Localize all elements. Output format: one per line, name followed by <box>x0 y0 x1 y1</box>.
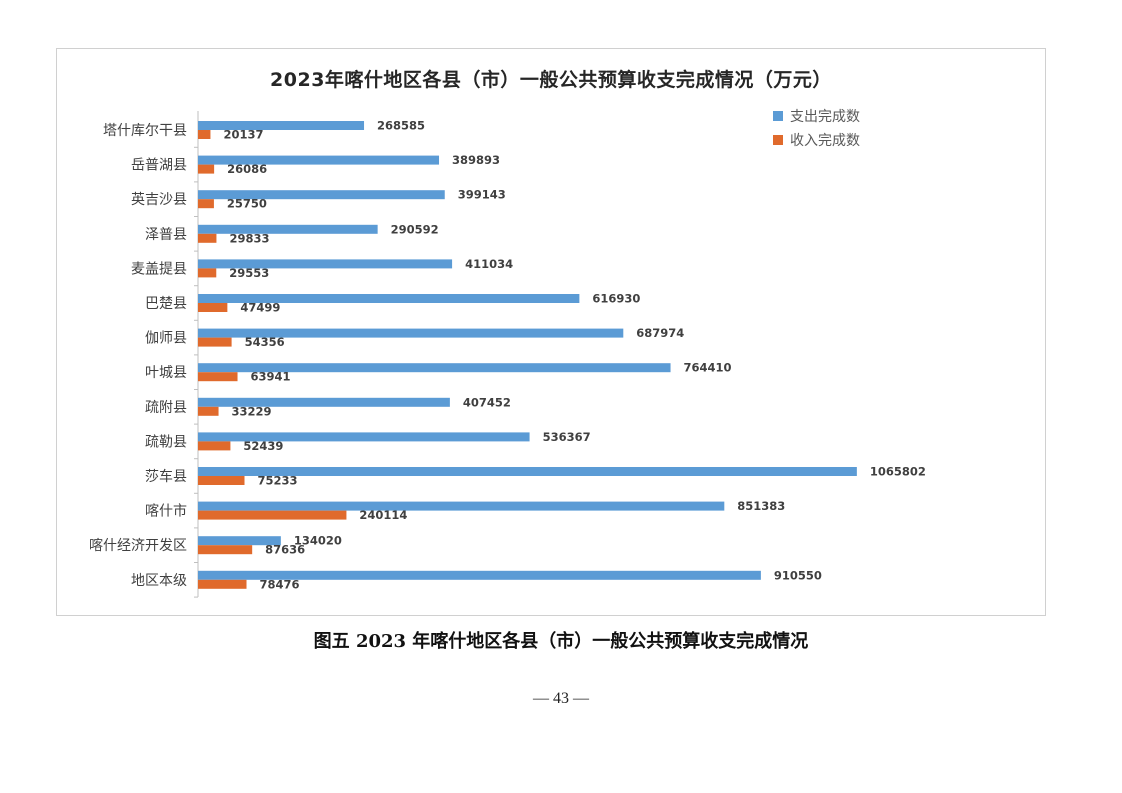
chart-title: 2023年喀什地区各县（市）一般公共预算收支完成情况（万元） <box>270 69 832 91</box>
bar-revenue <box>198 579 247 589</box>
bar-revenue <box>198 199 214 209</box>
data-label-expenditure: 764410 <box>684 361 732 375</box>
data-label-revenue: 29553 <box>229 266 269 280</box>
data-label-expenditure: 910550 <box>774 568 822 582</box>
data-label-revenue: 52439 <box>243 439 283 453</box>
bar-expenditure <box>198 224 378 234</box>
bar-revenue <box>198 130 211 139</box>
data-label-expenditure: 687974 <box>636 326 684 340</box>
data-label-revenue: 25750 <box>227 197 267 211</box>
data-label-revenue: 26086 <box>227 162 267 176</box>
data-label-expenditure: 411034 <box>465 257 513 271</box>
data-label-revenue: 54356 <box>245 335 285 349</box>
data-label-revenue: 240114 <box>359 508 407 522</box>
legend-label: 收入完成数 <box>790 133 860 149</box>
bar-revenue <box>198 510 347 520</box>
bar-expenditure <box>198 501 725 511</box>
bar-revenue <box>198 303 228 312</box>
legend-swatch <box>773 135 783 145</box>
bar-expenditure <box>198 190 445 200</box>
legend-swatch <box>773 111 783 121</box>
bar-revenue <box>198 545 253 555</box>
bar-revenue <box>198 164 215 174</box>
category-label: 岳普湖县 <box>131 158 187 174</box>
data-label-expenditure: 399143 <box>458 188 506 202</box>
bar-chart: 塔什库尔干县 268585 20137 岳普湖县 389893 26086 英吉沙县 3991… <box>89 109 926 598</box>
category-label: 地区本级 <box>131 573 187 589</box>
data-label-expenditure: 851383 <box>737 499 785 513</box>
data-label-revenue: 87636 <box>265 543 305 557</box>
figure-caption: 图五 2023 年喀什地区各县（市）一般公共预算收支完成情况 <box>313 631 809 652</box>
category-label: 麦盖提县 <box>131 261 187 277</box>
bar-revenue <box>198 372 238 382</box>
page-number: — 43 — <box>533 690 589 707</box>
bar-revenue <box>198 476 245 485</box>
data-label-expenditure: 290592 <box>391 222 439 236</box>
legend-label: 支出完成数 <box>790 109 860 125</box>
bar-expenditure <box>198 294 580 303</box>
category-label: 喀什市 <box>145 503 187 520</box>
category-label: 莎车县 <box>145 468 187 485</box>
data-label-expenditure: 134020 <box>294 534 342 548</box>
bar-expenditure <box>198 397 450 407</box>
category-label: 巴楚县 <box>145 296 187 312</box>
data-label-revenue: 29833 <box>229 231 269 245</box>
data-label-expenditure: 616930 <box>592 292 640 306</box>
data-label-revenue: 33229 <box>232 404 272 418</box>
data-label-revenue: 20137 <box>223 128 263 142</box>
bar-revenue <box>198 233 217 243</box>
category-label: 英吉沙县 <box>131 191 187 208</box>
data-label-revenue: 75233 <box>258 474 298 488</box>
data-label-expenditure: 536367 <box>543 430 591 444</box>
data-label-expenditure: 407452 <box>463 395 511 409</box>
data-label-revenue: 63941 <box>251 370 291 384</box>
bar-revenue <box>198 268 217 278</box>
bar-expenditure <box>198 328 624 338</box>
bar-expenditure <box>198 432 530 442</box>
bar-revenue <box>198 337 232 347</box>
data-label-revenue: 47499 <box>240 301 280 315</box>
category-label: 伽师县 <box>145 331 187 347</box>
data-label-expenditure: 389893 <box>452 153 500 167</box>
data-label-expenditure: 1065802 <box>870 465 926 479</box>
bar-expenditure <box>198 363 671 373</box>
bar-expenditure <box>198 536 281 546</box>
bar-revenue <box>198 441 231 451</box>
bar-expenditure <box>198 155 440 165</box>
data-label-expenditure: 268585 <box>377 119 425 133</box>
category-label: 喀什经济开发区 <box>89 538 187 554</box>
category-label: 泽普县 <box>145 227 187 243</box>
data-label-revenue: 78476 <box>260 577 300 591</box>
category-label: 塔什库尔干县 <box>103 123 187 139</box>
chart-container: 2023年喀什地区各县（市）一般公共预算收支完成情况（万元） 塔什库尔干县 268… <box>56 48 1046 616</box>
bar-expenditure <box>198 467 857 476</box>
bar-revenue <box>198 406 219 416</box>
bar-expenditure <box>198 121 365 130</box>
bar-expenditure <box>198 570 761 580</box>
bar-expenditure <box>198 259 453 269</box>
category-label: 疏附县 <box>145 400 187 416</box>
category-label: 叶城县 <box>145 365 187 381</box>
category-label: 疏勒县 <box>145 434 187 450</box>
